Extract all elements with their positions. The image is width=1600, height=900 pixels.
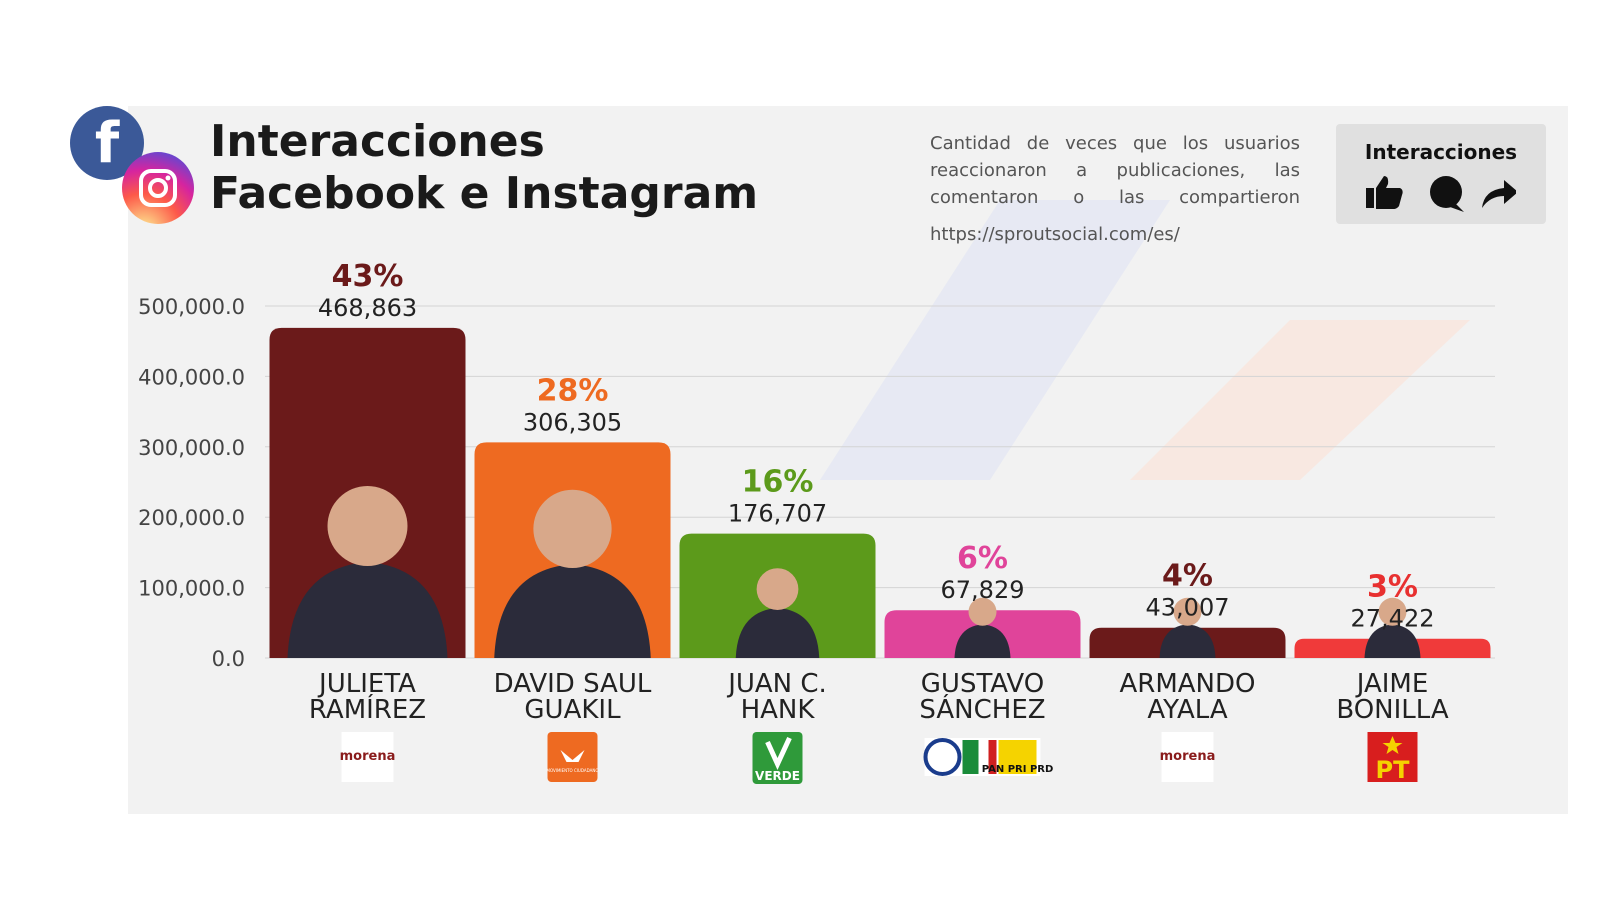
prd-logo bbox=[998, 740, 1037, 774]
check-icon bbox=[765, 736, 792, 771]
value-label: 306,305 bbox=[523, 408, 622, 436]
candidate-photo bbox=[1159, 597, 1216, 658]
title-line-2: Facebook e Instagram bbox=[210, 168, 759, 219]
title-line-1: Interacciones bbox=[210, 116, 545, 167]
morena-logo bbox=[1161, 732, 1214, 782]
category-label: JAIME bbox=[1355, 669, 1429, 699]
interactions-legend: Interacciones bbox=[1336, 124, 1546, 224]
category-label: ARMANDO bbox=[1119, 669, 1255, 699]
value-label: 27,422 bbox=[1351, 605, 1435, 633]
category-label: JULIETA bbox=[317, 669, 416, 699]
percent-label: 28% bbox=[537, 373, 609, 408]
thumbs-up-icon bbox=[1366, 176, 1403, 209]
y-tick-label: 100,000.0 bbox=[138, 577, 245, 601]
page-title: Interacciones Facebook e Instagram bbox=[210, 116, 758, 220]
percent-label: 6% bbox=[957, 541, 1008, 576]
chart-description: Cantidad de veces que los usuarios reacc… bbox=[930, 133, 1300, 208]
pri-logo-white bbox=[978, 740, 989, 774]
percent-label: 43% bbox=[332, 259, 404, 294]
y-tick-label: 300,000.0 bbox=[138, 436, 245, 460]
party-logo-text: PT bbox=[1376, 756, 1411, 784]
instagram-icon bbox=[122, 152, 194, 224]
star-icon bbox=[1382, 736, 1403, 754]
movimiento-ciudadano-logo bbox=[547, 732, 598, 782]
pri-logo-red bbox=[988, 740, 997, 774]
y-tick-label: 200,000.0 bbox=[138, 506, 245, 530]
pri-logo-green bbox=[962, 740, 979, 774]
category-label: SÁNCHEZ bbox=[919, 693, 1045, 725]
y-tick-label: 500,000.0 bbox=[138, 295, 245, 319]
eagle-icon bbox=[560, 750, 585, 762]
y-tick-label: 400,000.0 bbox=[138, 365, 245, 389]
percent-label: 16% bbox=[742, 465, 814, 500]
party-logo-text: PAN PRI PRD bbox=[982, 764, 1054, 775]
y-tick-label: 0.0 bbox=[212, 647, 245, 671]
candidate-photo bbox=[954, 597, 1011, 658]
category-label: DAVID SAUL bbox=[494, 669, 652, 699]
category-label: BONILLA bbox=[1336, 695, 1449, 725]
value-label: 43,007 bbox=[1146, 594, 1230, 622]
morena-logo bbox=[341, 732, 394, 782]
category-label: HANK bbox=[741, 695, 816, 725]
value-label: 176,707 bbox=[728, 500, 827, 528]
candidate-photo bbox=[287, 486, 448, 658]
category-label: GUSTAVO bbox=[921, 669, 1044, 699]
legend-label: Interacciones bbox=[1364, 140, 1518, 164]
value-label: 67,829 bbox=[941, 576, 1025, 604]
party-logo-text: morena bbox=[1160, 749, 1216, 764]
category-label: RAMÍREZ bbox=[309, 693, 426, 725]
candidate-photo bbox=[1364, 597, 1421, 658]
pan-logo bbox=[923, 738, 962, 776]
category-label: JUAN C. bbox=[726, 669, 827, 699]
percent-label: 4% bbox=[1162, 559, 1213, 594]
candidate-photo bbox=[735, 568, 820, 658]
value-label: 468,863 bbox=[318, 294, 417, 322]
comment-icon bbox=[1430, 176, 1464, 212]
party-logo-text: VERDE bbox=[755, 769, 800, 783]
category-label: AYALA bbox=[1147, 695, 1227, 725]
party-logo-text: MOVIMIENTO CIUDADANO bbox=[547, 768, 599, 773]
candidate-photo bbox=[494, 489, 651, 658]
source-url: https://sproutsocial.com/es/ bbox=[930, 224, 1180, 245]
percent-label: 3% bbox=[1367, 570, 1418, 605]
party-logo-text: morena bbox=[340, 749, 396, 764]
category-label: GUAKIL bbox=[524, 695, 621, 725]
share-icon bbox=[1482, 180, 1516, 208]
